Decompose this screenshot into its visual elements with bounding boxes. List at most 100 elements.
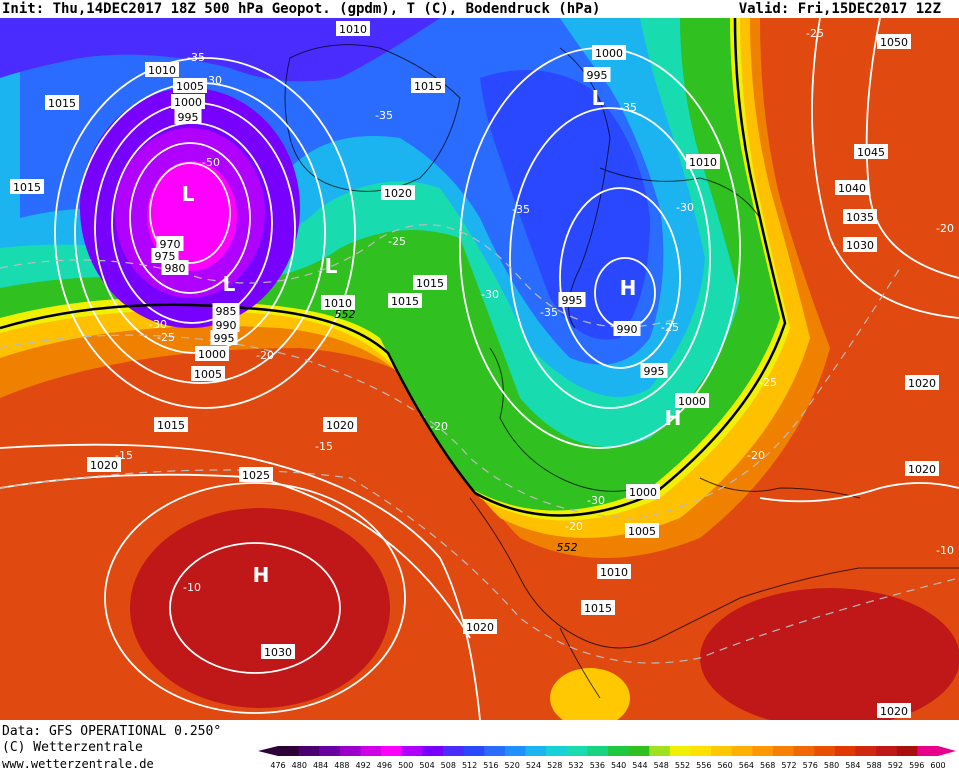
colorbar-tick-label: 572 bbox=[781, 761, 796, 770]
svg-text:-20: -20 bbox=[565, 520, 583, 533]
svg-text:1000: 1000 bbox=[198, 348, 226, 361]
isobar-label: 995 bbox=[640, 363, 668, 378]
colorbar-swatch bbox=[649, 746, 671, 756]
svg-text:-25: -25 bbox=[388, 235, 406, 248]
colorbar-swatch bbox=[793, 746, 815, 756]
colorbar-tick-label: 496 bbox=[377, 761, 392, 770]
isotherms bbox=[0, 224, 959, 664]
isobar-label: 1000 bbox=[195, 346, 229, 361]
isobar-label: 970 bbox=[156, 236, 184, 251]
isotherm-label: -35 bbox=[187, 51, 205, 64]
svg-text:1000: 1000 bbox=[174, 96, 202, 109]
svg-text:995: 995 bbox=[587, 69, 608, 82]
svg-text:1000: 1000 bbox=[595, 47, 623, 60]
colorbar-swatch bbox=[834, 746, 856, 756]
isobar-label: 1000 bbox=[675, 393, 709, 408]
isobar-label: 1020 bbox=[905, 375, 939, 390]
svg-text:-30: -30 bbox=[481, 288, 499, 301]
isotherm-label: -10 bbox=[183, 581, 201, 594]
isobar-label: 1020 bbox=[323, 417, 357, 432]
geopotential-contour-label: 552 bbox=[557, 541, 578, 554]
colorbar-tick-label: 512 bbox=[462, 761, 477, 770]
colorbar-tick-label: 528 bbox=[547, 761, 562, 770]
map-footer bbox=[0, 720, 959, 770]
isobar-label: 1015 bbox=[411, 78, 445, 93]
copyright: (C) Wetterzentrale bbox=[2, 740, 143, 755]
svg-text:1015: 1015 bbox=[416, 277, 444, 290]
colorbar-tick-label: 532 bbox=[568, 761, 583, 770]
colorbar-swatch bbox=[917, 746, 939, 756]
colorbar-swatch bbox=[484, 746, 506, 756]
colorbar-tick-label: 524 bbox=[526, 761, 541, 770]
isobar-label: 1025 bbox=[239, 467, 273, 482]
svg-text:1020: 1020 bbox=[90, 459, 118, 472]
colorbar-swatch bbox=[587, 746, 609, 756]
isotherm-label: -25 bbox=[806, 27, 824, 40]
colorbar-swatch bbox=[690, 746, 712, 756]
colorbar-swatch bbox=[463, 746, 485, 756]
colorbar-swatch bbox=[339, 746, 361, 756]
isotherm-label: -30 bbox=[676, 201, 694, 214]
svg-text:1015: 1015 bbox=[391, 295, 419, 308]
isobar-label: 995 bbox=[210, 330, 238, 345]
geopotential-fill bbox=[0, 18, 959, 720]
colorbar-tick-label: 492 bbox=[356, 761, 371, 770]
svg-text:-25: -25 bbox=[661, 321, 679, 334]
isotherm-label: -25 bbox=[388, 235, 406, 248]
colorbar-tick-label: 504 bbox=[419, 761, 434, 770]
isobar-label: 1000 bbox=[626, 484, 660, 499]
svg-text:1020: 1020 bbox=[908, 377, 936, 390]
svg-text:1020: 1020 bbox=[326, 419, 354, 432]
svg-text:990: 990 bbox=[216, 319, 237, 332]
svg-text:1015: 1015 bbox=[13, 181, 41, 194]
isobar-label: 1010 bbox=[321, 295, 355, 310]
colorbar-swatch bbox=[278, 746, 300, 756]
colorbar-swatch bbox=[608, 746, 630, 756]
isobar-label: 1020 bbox=[381, 185, 415, 200]
svg-text:-30: -30 bbox=[149, 318, 167, 331]
valid-time: Valid: Fri,15DEC2017 12Z bbox=[738, 1, 941, 17]
isobar-label: 990 bbox=[613, 321, 641, 336]
colorbar-swatch bbox=[814, 746, 836, 756]
svg-text:1005: 1005 bbox=[176, 80, 204, 93]
colorbar-swatch bbox=[896, 746, 918, 756]
colorbar-tick-label: 544 bbox=[632, 761, 647, 770]
isobar-label: 1015 bbox=[413, 275, 447, 290]
isotherm-label: -20 bbox=[565, 520, 583, 533]
isobar-label: 1045 bbox=[854, 144, 888, 159]
colorbar-tick-label: 588 bbox=[866, 761, 881, 770]
isotherm-label: -15 bbox=[315, 440, 333, 453]
svg-text:1005: 1005 bbox=[628, 525, 656, 538]
colorbar-tick-label: 516 bbox=[483, 761, 498, 770]
svg-text:995: 995 bbox=[562, 294, 583, 307]
colorbar-swatch bbox=[752, 746, 774, 756]
colorbar-tick-label: 520 bbox=[505, 761, 520, 770]
isotherm-label: -50 bbox=[202, 156, 220, 169]
colorbar-tick-label: 476 bbox=[270, 761, 285, 770]
colorbar-tick-label: 540 bbox=[611, 761, 626, 770]
colorbar-tick-label: 576 bbox=[803, 761, 818, 770]
low-pressure-center: L bbox=[592, 86, 605, 110]
temperature-labels: -35-30-50-30-25-20-35-25-30-35-35-30-35-… bbox=[115, 27, 954, 594]
colorbar-tick-label: 556 bbox=[696, 761, 711, 770]
svg-text:1010: 1010 bbox=[339, 23, 367, 36]
svg-text:1030: 1030 bbox=[264, 646, 292, 659]
svg-text:-20: -20 bbox=[936, 222, 954, 235]
website-link[interactable]: www.wetterzentrale.de bbox=[2, 757, 154, 771]
svg-text:980: 980 bbox=[165, 262, 186, 275]
high-pressure-center: H bbox=[253, 563, 270, 587]
isobar-label: 1010 bbox=[686, 154, 720, 169]
isobar-label: 1015 bbox=[10, 179, 44, 194]
pressure-center-labels: L L L L H H H bbox=[182, 86, 682, 587]
isobar-label: 1020 bbox=[87, 457, 121, 472]
isobar-label: 1010 bbox=[597, 564, 631, 579]
colorbar-swatch bbox=[773, 746, 795, 756]
svg-text:1010: 1010 bbox=[148, 64, 176, 77]
isotherm-label: -35 bbox=[619, 101, 637, 114]
isotherm-label: -15 bbox=[115, 449, 133, 462]
colorbar-swatch bbox=[381, 746, 403, 756]
colorbar-swatch bbox=[669, 746, 691, 756]
colorbar-tick-label: 580 bbox=[824, 761, 839, 770]
svg-text:975: 975 bbox=[155, 250, 176, 263]
isobar-label: 1015 bbox=[45, 95, 79, 110]
